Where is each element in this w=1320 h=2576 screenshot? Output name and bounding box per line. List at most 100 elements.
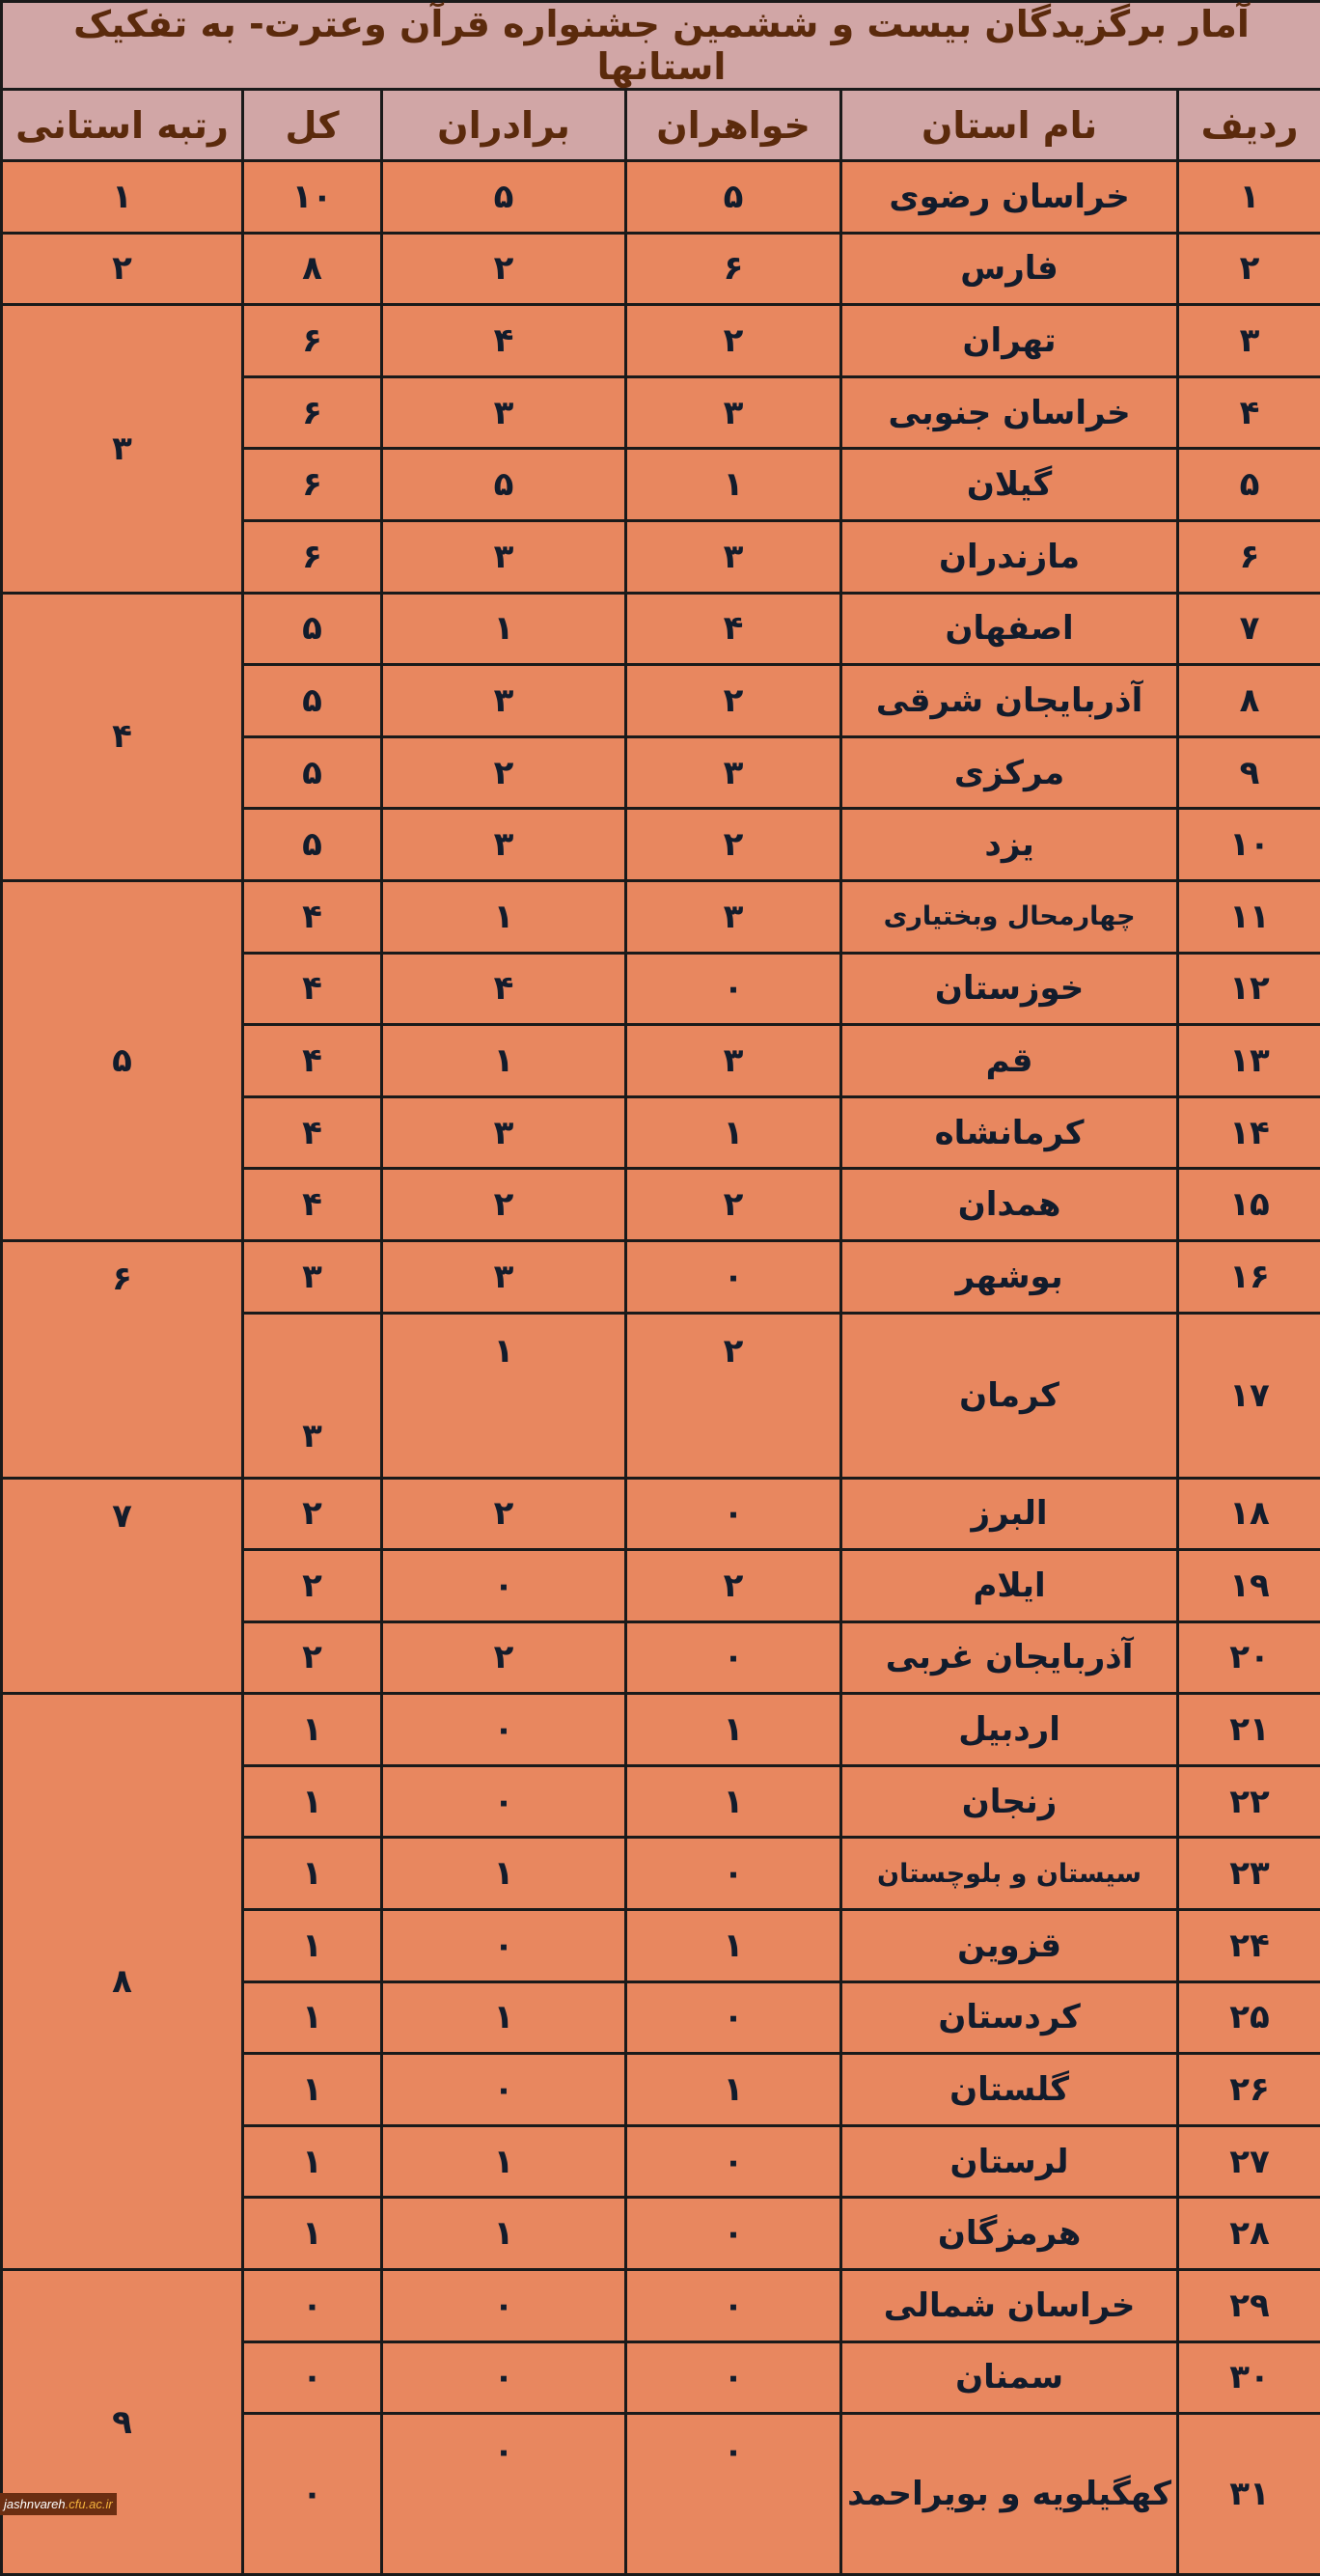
brothers-cell: ۲ [382,1478,626,1550]
brothers-cell: ۱ [382,2125,626,2198]
province-cell: آذربایجان غربی [841,1621,1178,1694]
total-cell: ۰ [243,2341,382,2414]
total-cell: ۲ [243,1621,382,1694]
row-number-cell: ۳ [1178,305,1320,377]
province-cell: البرز [841,1478,1178,1550]
sisters-cell: ۰ [626,1478,841,1550]
sisters-cell: ۲ [626,305,841,377]
rank-cell: ۴ [2,593,243,880]
watermark-domain: .cfu.ac.ir [66,2497,113,2511]
row-number-cell: ۱۵ [1178,1169,1320,1241]
province-cell: قم [841,1025,1178,1097]
sisters-cell: ۲ [626,809,841,881]
province-cell: اصفهان [841,593,1178,665]
row-number-cell: ۸ [1178,665,1320,737]
rank-cell: ۹ [2,2270,243,2575]
total-cell: ۳ [243,1313,382,1478]
sisters-cell: ۰ [626,1838,841,1910]
province-cell: آذربایجان شرقی [841,665,1178,737]
row-number-cell: ۲۸ [1178,2198,1320,2270]
brothers-cell: ۰ [382,2270,626,2342]
rank-cell: ۸ [2,1694,243,2270]
total-cell: ۵ [243,809,382,881]
total-cell: ۳ [243,1240,382,1313]
sisters-cell: ۱ [626,1765,841,1838]
sisters-cell: ۰ [626,1621,841,1694]
province-cell: چهارمحال وبختیاری [841,880,1178,953]
row-number-cell: ۲۳ [1178,1838,1320,1910]
brothers-cell: ۱ [382,1838,626,1910]
row-number-cell: ۱۸ [1178,1478,1320,1550]
sisters-cell: ۰ [626,1981,841,2054]
total-cell: ۵ [243,736,382,809]
header-rank: رتبه استانی [2,90,243,161]
sisters-cell: ۳ [626,1025,841,1097]
brothers-cell: ۴ [382,953,626,1025]
total-cell: ۱ [243,1765,382,1838]
row-number-cell: ۴ [1178,376,1320,449]
province-cell: فارس [841,233,1178,305]
total-cell: ۴ [243,1025,382,1097]
total-cell: ۰ [243,2270,382,2342]
brothers-cell: ۱ [382,1981,626,2054]
row-number-cell: ۱۶ [1178,1240,1320,1313]
row-number-cell: ۱۴ [1178,1096,1320,1169]
rank-cell: ۶ [2,1240,243,1478]
brothers-cell: ۲ [382,1169,626,1241]
header-brothers: برادران [382,90,626,161]
header-sisters: خواهران [626,90,841,161]
province-cell: کرمانشاه [841,1096,1178,1169]
province-cell: سمنان [841,2341,1178,2414]
row-number-cell: ۹ [1178,736,1320,809]
province-cell: خراسان شمالی [841,2270,1178,2342]
sisters-cell: ۵ [626,161,841,234]
row-number-cell: ۲۵ [1178,1981,1320,2054]
province-cell: هرمزگان [841,2198,1178,2270]
sisters-cell: ۲ [626,1313,841,1478]
row-number-cell: ۲۰ [1178,1621,1320,1694]
brothers-cell: ۰ [382,1550,626,1622]
sisters-cell: ۰ [626,2270,841,2342]
row-number-cell: ۲۷ [1178,2125,1320,2198]
sisters-cell: ۰ [626,2414,841,2575]
rank-cell: ۲ [2,233,243,305]
brothers-cell: ۰ [382,2054,626,2126]
row-number-cell: ۲۱ [1178,1694,1320,1766]
brothers-cell: ۰ [382,1910,626,1982]
brothers-cell: ۱ [382,880,626,953]
province-cell: لرستان [841,2125,1178,2198]
province-cell: اردبیل [841,1694,1178,1766]
total-cell: ۱۰ [243,161,382,234]
brothers-cell: ۴ [382,305,626,377]
sisters-cell: ۶ [626,233,841,305]
total-cell: ۱ [243,2054,382,2126]
province-cell: گیلان [841,449,1178,521]
total-cell: ۴ [243,880,382,953]
brothers-cell: ۵ [382,449,626,521]
header-row: ردیف نام استان خواهران برادران کل رتبه ا… [2,90,1320,161]
row-number-cell: ۲۴ [1178,1910,1320,1982]
brothers-cell: ۵ [382,161,626,234]
total-cell: ۶ [243,376,382,449]
total-cell: ۶ [243,305,382,377]
brothers-cell: ۳ [382,376,626,449]
total-cell: ۶ [243,520,382,593]
total-cell: ۵ [243,665,382,737]
row-number-cell: ۱ [1178,161,1320,234]
site-watermark: jashnvareh.cfu.ac.ir [0,2493,117,2515]
rank-cell: ۳ [2,305,243,593]
brothers-cell: ۰ [382,1765,626,1838]
row-number-cell: ۱۷ [1178,1313,1320,1478]
sisters-cell: ۱ [626,2054,841,2126]
province-cell: گلستان [841,2054,1178,2126]
sisters-cell: ۲ [626,665,841,737]
brothers-cell: ۳ [382,520,626,593]
total-cell: ۱ [243,1838,382,1910]
total-cell: ۲ [243,1478,382,1550]
sisters-cell: ۲ [626,1550,841,1622]
brothers-cell: ۰ [382,1694,626,1766]
province-cell: کرمان [841,1313,1178,1478]
